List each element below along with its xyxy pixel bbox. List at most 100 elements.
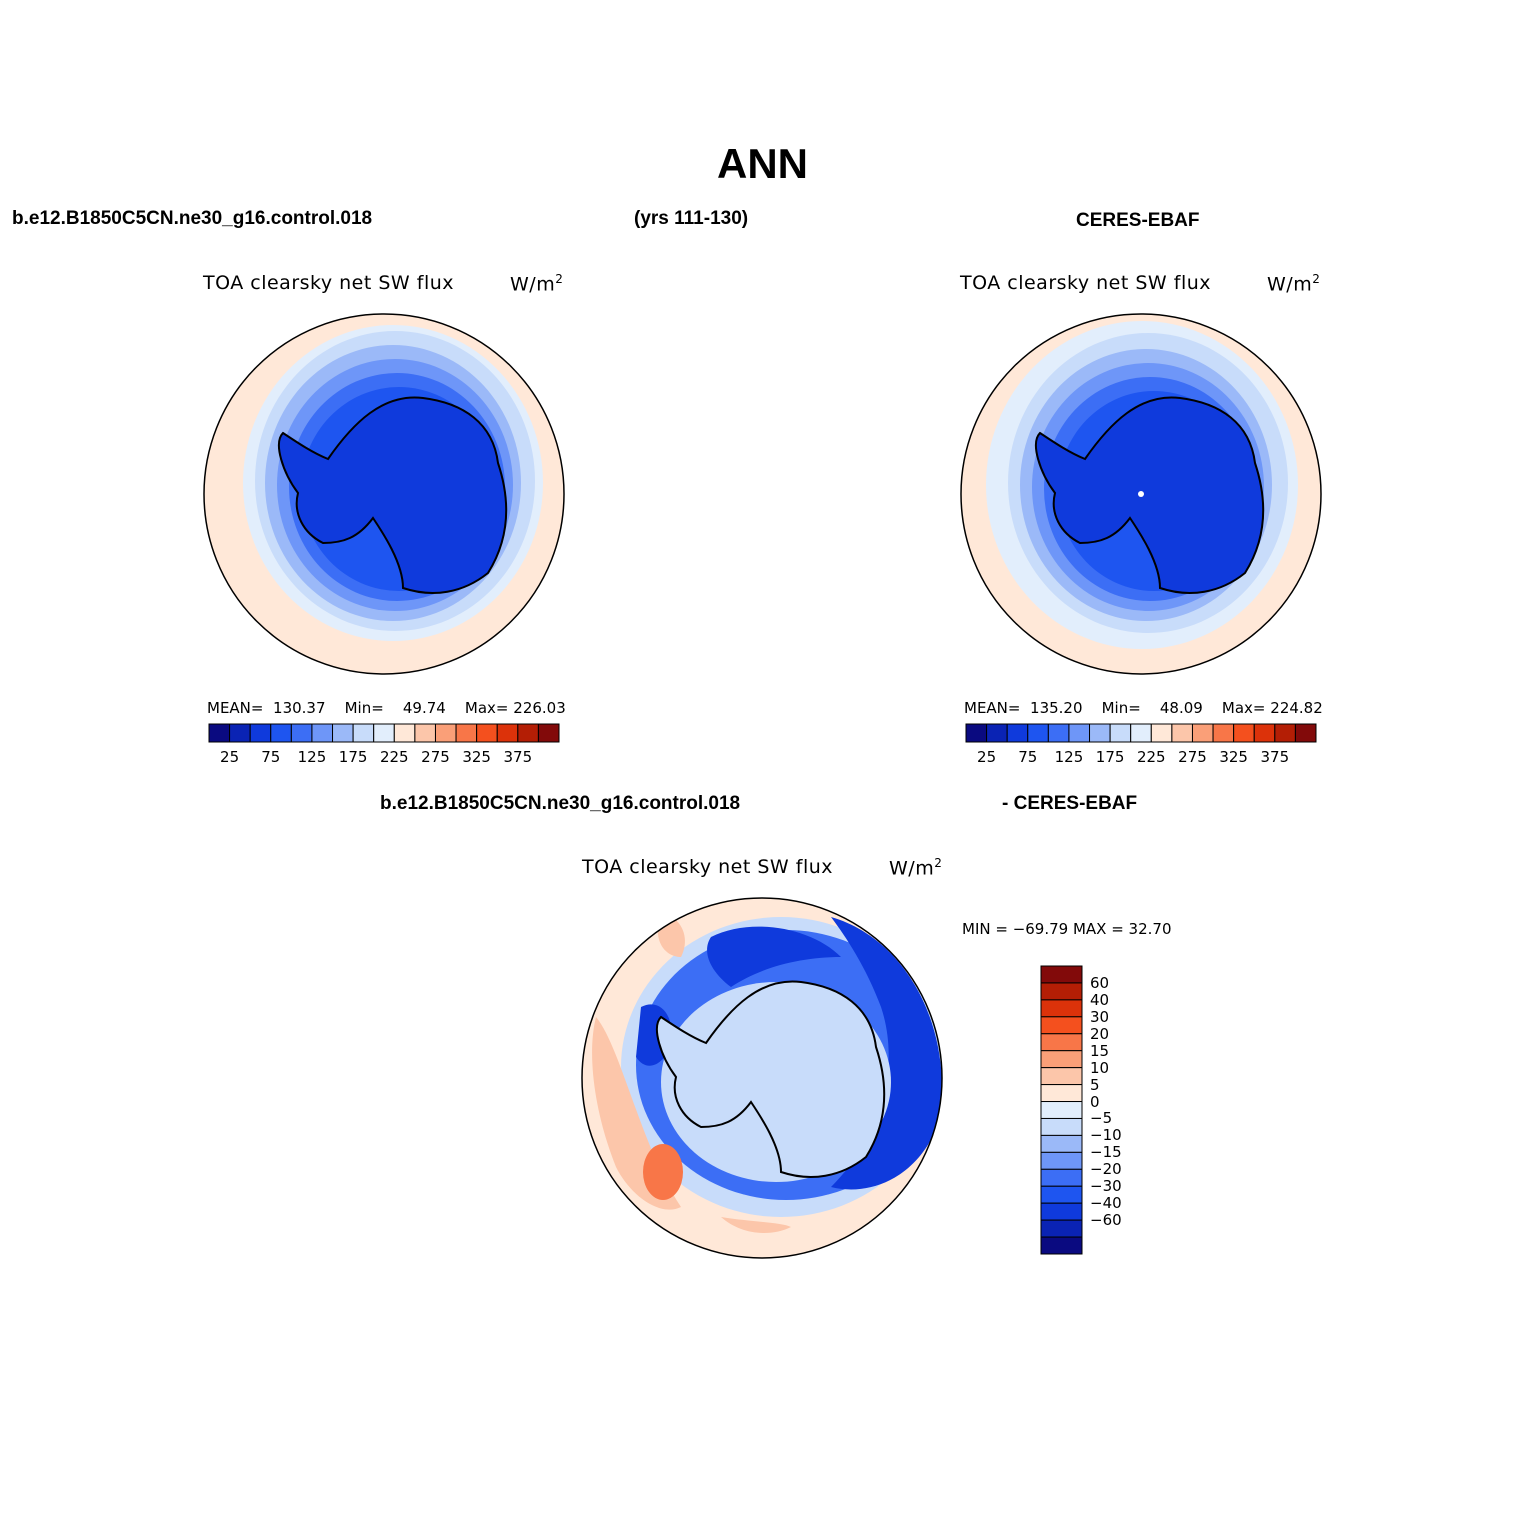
colorbar-tick-label: −60 xyxy=(1090,1211,1122,1230)
figure-title: ANN xyxy=(717,140,808,187)
colorbar-box xyxy=(1040,1168,1083,1187)
colorbar-box xyxy=(393,723,416,743)
colorbar-box xyxy=(1253,723,1276,743)
model-polar-map xyxy=(203,313,565,675)
colorbar-tick-label: 30 xyxy=(1090,1007,1110,1026)
obs-colorbar-ticks: 25 75 125 175 225 275 325 375 xyxy=(966,748,1316,768)
colorbar-tick-label: −40 xyxy=(1090,1194,1122,1213)
colorbar-box xyxy=(1040,1202,1083,1221)
model-var-title: TOA clearsky net SW flux xyxy=(203,272,455,294)
colorbar-box xyxy=(1274,723,1296,743)
colorbar-tick-label: 125 xyxy=(1054,748,1084,766)
colorbar-box xyxy=(986,723,1008,743)
obs-case-label: CERES-EBAF xyxy=(1076,210,1200,231)
diff-antarctica xyxy=(656,980,886,1178)
colorbar-tick-label: 125 xyxy=(297,748,327,766)
colorbar-box xyxy=(537,723,560,743)
colorbar-tick-label: 275 xyxy=(1178,748,1207,766)
colorbar-box xyxy=(1040,965,1083,984)
colorbar-box xyxy=(249,723,272,743)
colorbar-tick-label: −5 xyxy=(1090,1109,1113,1128)
colorbar-box xyxy=(311,723,334,743)
colorbar-tick-label: 5 xyxy=(1090,1075,1100,1094)
colorbar-box xyxy=(1068,723,1091,743)
model-colorbar xyxy=(208,723,560,743)
diff-var-title: TOA clearsky net SW flux xyxy=(582,856,834,878)
colorbar-tick-label: 60 xyxy=(1090,973,1110,992)
model-stats: MEAN= 130.37 Min= 49.74 Max= 226.03 xyxy=(207,699,566,717)
colorbar-box xyxy=(373,723,395,743)
colorbar-tick-label: 225 xyxy=(379,748,409,766)
colorbar-box xyxy=(1040,1151,1083,1170)
diff-polar-map xyxy=(581,897,943,1259)
obs-colorbar xyxy=(965,723,1317,743)
diff-units: W/m2 xyxy=(889,856,943,880)
diff-case-label: b.e12.B1850C5CN.ne30_g16.control.018 xyxy=(380,793,741,814)
diff-stats: MIN = −69.79 MAX = 32.70 xyxy=(962,920,1172,938)
colorbar-box xyxy=(1040,1050,1083,1069)
colorbar-box xyxy=(1040,1236,1083,1255)
colorbar-tick-label: 175 xyxy=(1095,748,1125,766)
diff-colorbar xyxy=(1040,965,1083,1255)
colorbar-tick-label: 375 xyxy=(503,748,533,766)
colorbar-box xyxy=(455,723,478,743)
colorbar-tick-label: 10 xyxy=(1090,1058,1110,1077)
colorbar-box xyxy=(1006,723,1029,743)
colorbar-tick-label: 15 xyxy=(1090,1041,1110,1060)
colorbar-box xyxy=(1040,982,1083,1001)
colorbar-box xyxy=(517,723,539,743)
colorbar-box xyxy=(1040,1134,1083,1153)
model-colorbar-ticks: 25 75 125 175 225 275 325 375 xyxy=(209,748,559,768)
colorbar-box xyxy=(414,723,436,743)
colorbar-tick-label: 25 xyxy=(220,748,240,766)
colorbar-box xyxy=(270,723,292,743)
colorbar-box xyxy=(1040,999,1083,1018)
obs-polar-map xyxy=(960,313,1322,675)
colorbar-box xyxy=(229,723,251,743)
colorbar-box xyxy=(1040,1067,1083,1086)
colorbar-tick-label: −30 xyxy=(1090,1177,1122,1196)
obs-var-title: TOA clearsky net SW flux xyxy=(960,272,1212,294)
diff-minus-label: - CERES-EBAF xyxy=(1002,793,1138,814)
colorbar-box xyxy=(496,723,519,743)
colorbar-box xyxy=(1150,723,1173,743)
colorbar-box xyxy=(1040,1101,1083,1119)
colorbar-box xyxy=(1171,723,1193,743)
colorbar-box xyxy=(1130,723,1152,743)
colorbar-box xyxy=(1040,1084,1083,1103)
colorbar-box xyxy=(1233,723,1255,743)
colorbar-box xyxy=(1294,723,1317,743)
colorbar-box xyxy=(1040,1016,1083,1035)
colorbar-tick-label: 375 xyxy=(1260,748,1290,766)
colorbar-tick-label: 40 xyxy=(1090,990,1110,1009)
colorbar-box xyxy=(965,723,988,743)
colorbar-box xyxy=(1040,1185,1083,1204)
model-antarctica xyxy=(278,396,508,594)
colorbar-tick-label: 275 xyxy=(421,748,450,766)
colorbar-box xyxy=(332,723,354,743)
colorbar-box xyxy=(1040,1033,1083,1052)
obs-stats: MEAN= 135.20 Min= 48.09 Max= 224.82 xyxy=(964,699,1323,717)
diff-colorbar-ticks: 60 40 30 20 15 10 5 0 −5 −10 −15 −20 −30 −40 −60 xyxy=(1090,966,1150,1255)
colorbar-box xyxy=(1109,723,1132,743)
colorbar-tick-label: −20 xyxy=(1090,1160,1122,1179)
colorbar-tick-label: 225 xyxy=(1136,748,1166,766)
colorbar-tick-label: −10 xyxy=(1090,1126,1122,1145)
colorbar-box xyxy=(1212,723,1235,743)
colorbar-box xyxy=(1089,723,1111,743)
years-label: (yrs 111-130) xyxy=(634,208,749,229)
colorbar-tick-label: 325 xyxy=(462,748,491,766)
colorbar-box xyxy=(1027,723,1049,743)
colorbar-tick-label: 75 xyxy=(1018,748,1038,766)
colorbar-box xyxy=(476,723,498,743)
colorbar-box xyxy=(434,723,457,743)
colorbar-box xyxy=(1040,1117,1083,1136)
colorbar-box xyxy=(1040,1219,1083,1238)
colorbar-tick-label: 325 xyxy=(1219,748,1248,766)
colorbar-box xyxy=(1191,723,1214,743)
colorbar-box xyxy=(1047,723,1070,743)
colorbar-tick-label: 75 xyxy=(261,748,281,766)
colorbar-tick-label: 25 xyxy=(977,748,997,766)
model-case-label: b.e12.B1850C5CN.ne30_g16.control.018 xyxy=(12,208,373,229)
colorbar-tick-label: 0 xyxy=(1090,1092,1100,1111)
